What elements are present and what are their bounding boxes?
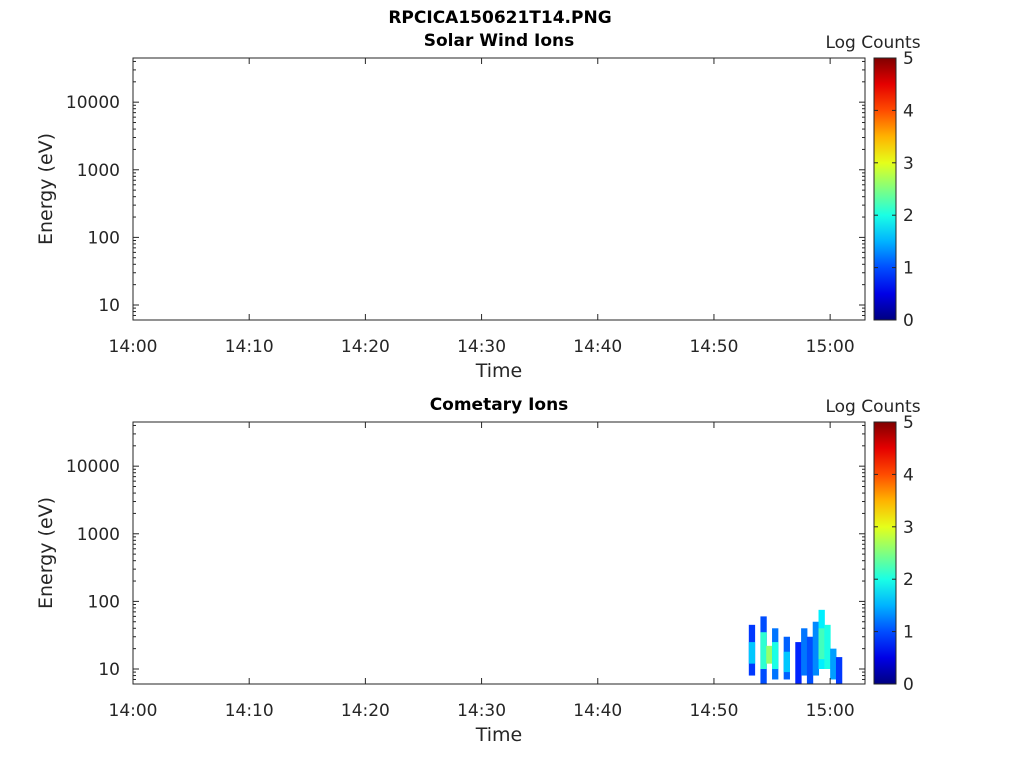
y-tick-label: 10 — [98, 660, 120, 680]
colorbar-label: Log Counts — [825, 397, 920, 417]
heatmap-cell — [824, 624, 831, 670]
heatmap-cell — [801, 628, 808, 676]
x-tick-label: 14:40 — [573, 337, 622, 357]
x-tick-label: 14:40 — [573, 701, 622, 721]
x-axis-label: Time — [475, 360, 523, 382]
x-tick-label: 14:50 — [689, 701, 738, 721]
x-tick-label: 14:20 — [341, 701, 390, 721]
heatmap-cell — [783, 651, 790, 673]
x-tick-label: 14:30 — [457, 701, 506, 721]
heatmap-cell — [830, 648, 837, 680]
y-tick-label: 1000 — [77, 525, 120, 545]
heatmap-cell — [818, 628, 825, 660]
x-tick-label: 14:20 — [341, 337, 390, 357]
x-tick-label: 15:00 — [806, 337, 855, 357]
panel-title-cometary: Cometary Ions — [429, 395, 569, 415]
x-tick-label: 14:30 — [457, 337, 506, 357]
y-tick-label: 1000 — [77, 161, 120, 181]
colorbar-tick-label: 2 — [903, 206, 914, 226]
heatmap-cell — [812, 621, 820, 676]
heatmap-cell — [806, 636, 814, 684]
x-tick-label: 15:00 — [806, 701, 855, 721]
axes-frame — [132, 57, 866, 321]
x-tick-label: 14:50 — [689, 337, 738, 357]
heatmap-cell — [835, 657, 843, 684]
figure-title: RPCICA150621T14.PNG — [388, 8, 612, 28]
colorbar-tick-label: 4 — [903, 465, 914, 485]
y-axis-label: Energy (eV) — [35, 133, 57, 245]
heatmap-cell — [766, 645, 773, 664]
heatmap-cell — [760, 632, 767, 670]
heatmap-cell — [772, 642, 779, 670]
colorbar-tick-label: 3 — [903, 518, 914, 538]
x-axis-label: Time — [475, 724, 523, 746]
colorbar-tick-label: 0 — [903, 311, 914, 331]
y-axis-label: Energy (eV) — [35, 497, 57, 609]
colorbar-tick-label: 1 — [903, 259, 914, 279]
y-tick-label: 100 — [88, 592, 120, 612]
x-tick-label: 14:10 — [225, 701, 274, 721]
x-tick-label: 14:00 — [109, 701, 158, 721]
colorbar-tick-label: 0 — [903, 675, 914, 695]
colorbar-tick-label: 3 — [903, 154, 914, 174]
colorbar-tick-label: 5 — [903, 413, 914, 433]
colorbar-tick-label: 4 — [903, 101, 914, 121]
colorbar-tick-label: 1 — [903, 623, 914, 643]
y-tick-label: 10 — [98, 296, 120, 316]
colorbar-tick-label: 2 — [903, 570, 914, 590]
panel-title-solar-wind: Solar Wind Ions — [423, 31, 575, 51]
y-tick-label: 10000 — [66, 457, 120, 477]
y-tick-label: 10000 — [66, 93, 120, 113]
colorbar — [873, 421, 897, 685]
heatmap-cell — [748, 642, 756, 664]
x-tick-label: 14:10 — [225, 337, 274, 357]
y-tick-label: 100 — [88, 228, 120, 248]
colorbar-tick-label: 5 — [903, 49, 914, 69]
axes-frame — [132, 421, 866, 685]
x-tick-label: 14:00 — [109, 337, 158, 357]
heatmap-cell — [795, 642, 802, 684]
colorbar — [873, 57, 897, 321]
colorbar-label: Log Counts — [825, 33, 920, 53]
